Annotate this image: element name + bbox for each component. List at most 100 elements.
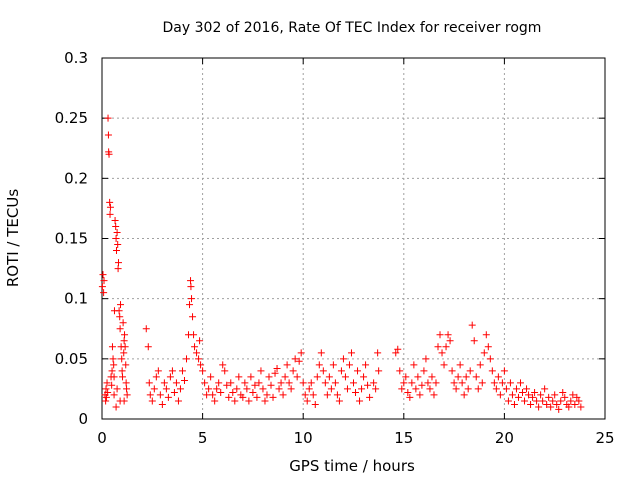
data-point [166,373,174,381]
data-point [108,367,116,375]
data-point [319,367,327,375]
data-point [114,241,122,249]
data-point [225,393,233,401]
data-point [187,277,195,285]
data-point [112,222,120,230]
data-point [104,114,112,122]
data-point [375,367,383,375]
data-point [116,325,124,333]
data-point [533,397,541,405]
data-point [553,401,561,409]
data-point [162,385,170,393]
data-point [488,367,496,375]
data-point [569,391,577,399]
data-point [106,210,114,218]
data-point [537,391,545,399]
data-point [221,367,229,375]
data-point [444,331,452,339]
data-point [502,385,510,393]
data-point [547,403,555,411]
data-point [183,355,191,363]
data-point [303,397,311,405]
data-point [468,321,476,329]
x-tick-label: 15 [394,429,413,447]
data-point [494,373,502,381]
data-point [144,343,152,351]
data-point [251,381,259,389]
data-point [116,313,124,321]
data-point [486,355,494,363]
data-point [339,355,347,363]
data-point [561,393,569,401]
data-point [279,391,287,399]
data-point [100,289,108,297]
data-point [508,391,516,399]
data-point [227,379,235,387]
data-point [323,391,331,399]
data-point [217,389,225,397]
data-point [115,307,123,315]
data-point [430,391,438,399]
data-point [104,389,112,397]
data-point [106,198,114,206]
data-point [356,397,364,405]
data-point [557,397,565,405]
data-point [142,325,150,333]
data-point [352,389,360,397]
data-point [374,349,382,357]
data-point [156,391,164,399]
data-point [362,361,370,369]
data-point [484,343,492,351]
data-point [309,391,317,399]
data-point [245,397,253,405]
y-tick-label: 0.15 [55,230,88,248]
data-point [110,373,118,381]
data-point [299,379,307,387]
data-point [189,313,197,321]
data-point [215,379,223,387]
data-point [117,301,125,309]
data-point [521,397,529,405]
data-point [195,355,203,363]
data-point [327,385,335,393]
data-point [337,367,345,375]
data-point [255,379,263,387]
data-point [504,397,512,405]
data-point [301,391,309,399]
data-point [233,385,241,393]
data-point [366,393,374,401]
data-point [400,379,408,387]
data-point [261,397,269,405]
data-point [364,381,372,389]
data-point [422,355,430,363]
data-point [265,373,273,381]
data-point [329,361,337,369]
data-point [496,391,504,399]
data-point [392,349,400,357]
data-point [114,265,122,273]
data-point [199,367,207,375]
data-point [102,397,110,405]
data-point [529,393,537,401]
data-point [311,401,319,409]
data-point [438,349,446,357]
chart-title: Day 302 of 2016, Rate Of TEC Index for r… [163,20,542,36]
data-point [229,389,237,397]
data-point [549,397,557,405]
grid-lines [102,58,605,419]
data-point [335,397,343,405]
data-point [187,283,195,291]
data-point [512,385,520,393]
data-point [120,337,128,345]
data-point [333,391,341,399]
data-point [172,379,180,387]
data-point [565,403,573,411]
data-point [559,389,567,397]
data-point [180,376,188,384]
data-point [347,349,355,357]
data-point [145,379,153,387]
data-point [118,355,126,363]
y-tick-label: 0.05 [55,350,88,368]
data-point [412,385,420,393]
